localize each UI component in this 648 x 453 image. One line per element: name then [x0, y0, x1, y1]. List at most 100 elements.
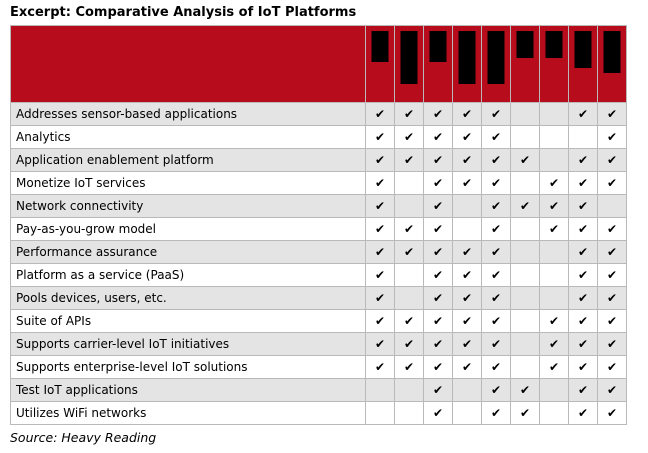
check-icon: ✔: [481, 217, 511, 241]
check-icon: ✔: [365, 332, 395, 356]
check-icon: ✔: [539, 217, 569, 241]
empty-cell: [510, 217, 540, 241]
platform-column-header: [510, 25, 540, 103]
feature-label: Platform as a service (PaaS): [10, 263, 366, 287]
check-icon: ✔: [481, 401, 511, 425]
check-icon: ✔: [423, 148, 453, 172]
empty-cell: [394, 401, 424, 425]
empty-cell: [597, 194, 627, 218]
empty-cell: [568, 125, 598, 149]
check-icon: ✔: [481, 240, 511, 264]
table-row: Supports carrier-level IoT initiatives ✔ ✔…: [10, 332, 627, 356]
check-icon: ✔: [481, 332, 511, 356]
empty-cell: [539, 148, 569, 172]
table-row: Performance assurance ✔ ✔ ✔ ✔ ✔ ✔ ✔: [10, 240, 627, 264]
feature-label: Pools devices, users, etc.: [10, 286, 366, 310]
check-icon: ✔: [452, 125, 482, 149]
check-icon: ✔: [568, 102, 598, 126]
check-icon: ✔: [597, 102, 627, 126]
check-icon: ✔: [568, 217, 598, 241]
feature-label: Suite of APIs: [10, 309, 366, 333]
check-icon: ✔: [539, 194, 569, 218]
check-icon: ✔: [423, 240, 453, 264]
empty-cell: [510, 355, 540, 379]
page-title: Excerpt: Comparative Analysis of IoT Pla…: [10, 5, 357, 20]
check-icon: ✔: [568, 240, 598, 264]
platform-column-header: [394, 25, 424, 103]
check-icon: ✔: [423, 263, 453, 287]
check-icon: ✔: [365, 171, 395, 195]
table-row: Supports enterprise-level IoT solutions ✔…: [10, 355, 627, 379]
table-row: Test IoT applications ✔ ✔ ✔ ✔ ✔: [10, 378, 627, 402]
check-icon: ✔: [597, 309, 627, 333]
check-icon: ✔: [481, 263, 511, 287]
check-icon: ✔: [539, 171, 569, 195]
check-icon: ✔: [365, 240, 395, 264]
feature-label: Analytics: [10, 125, 366, 149]
check-icon: ✔: [481, 125, 511, 149]
empty-cell: [510, 332, 540, 356]
platform-column-header: [452, 25, 482, 103]
table-row: Utilizes WiFi networks ✔ ✔ ✔ ✔ ✔: [10, 401, 627, 425]
check-icon: ✔: [568, 286, 598, 310]
redacted-label-bar: [574, 31, 592, 68]
check-icon: ✔: [394, 102, 424, 126]
redacted-label-bar: [487, 31, 505, 84]
check-icon: ✔: [452, 240, 482, 264]
empty-cell: [394, 263, 424, 287]
check-icon: ✔: [510, 378, 540, 402]
redacted-label-bar: [545, 31, 563, 58]
source-note: Source: Heavy Reading: [10, 430, 157, 445]
check-icon: ✔: [597, 171, 627, 195]
check-icon: ✔: [510, 401, 540, 425]
check-icon: ✔: [568, 355, 598, 379]
empty-cell: [452, 401, 482, 425]
table-row: Platform as a service (PaaS) ✔ ✔ ✔ ✔ ✔ ✔: [10, 263, 627, 287]
feature-label: Performance assurance: [10, 240, 366, 264]
check-icon: ✔: [365, 148, 395, 172]
redacted-label-bar: [400, 31, 418, 84]
platform-column-header: [481, 25, 511, 103]
check-icon: ✔: [452, 309, 482, 333]
check-icon: ✔: [423, 125, 453, 149]
check-icon: ✔: [539, 332, 569, 356]
empty-cell: [539, 240, 569, 264]
redacted-label-bar: [429, 31, 447, 62]
redacted-label-bar: [371, 31, 389, 62]
check-icon: ✔: [452, 286, 482, 310]
check-icon: ✔: [365, 217, 395, 241]
check-icon: ✔: [597, 148, 627, 172]
check-icon: ✔: [394, 355, 424, 379]
check-icon: ✔: [597, 332, 627, 356]
check-icon: ✔: [568, 263, 598, 287]
check-icon: ✔: [394, 217, 424, 241]
table-row: Network connectivity ✔ ✔ ✔ ✔ ✔ ✔: [10, 194, 627, 218]
feature-label: Supports carrier-level IoT initiatives: [10, 332, 366, 356]
empty-cell: [539, 263, 569, 287]
empty-cell: [452, 217, 482, 241]
check-icon: ✔: [365, 194, 395, 218]
empty-cell: [510, 125, 540, 149]
check-icon: ✔: [365, 355, 395, 379]
check-icon: ✔: [568, 332, 598, 356]
empty-cell: [539, 286, 569, 310]
empty-cell: [394, 378, 424, 402]
check-icon: ✔: [597, 125, 627, 149]
feature-label: Addresses sensor-based applications: [10, 102, 366, 126]
check-icon: ✔: [452, 171, 482, 195]
check-icon: ✔: [394, 125, 424, 149]
check-icon: ✔: [481, 378, 511, 402]
empty-cell: [365, 378, 395, 402]
check-icon: ✔: [423, 401, 453, 425]
check-icon: ✔: [423, 194, 453, 218]
platform-column-header: [539, 25, 569, 103]
empty-cell: [539, 378, 569, 402]
check-icon: ✔: [568, 148, 598, 172]
empty-cell: [510, 102, 540, 126]
check-icon: ✔: [423, 309, 453, 333]
redacted-label-bar: [458, 31, 476, 84]
empty-cell: [510, 263, 540, 287]
check-icon: ✔: [539, 309, 569, 333]
table-row: Pay-as-you-grow model ✔ ✔ ✔ ✔ ✔ ✔ ✔: [10, 217, 627, 241]
check-icon: ✔: [394, 240, 424, 264]
